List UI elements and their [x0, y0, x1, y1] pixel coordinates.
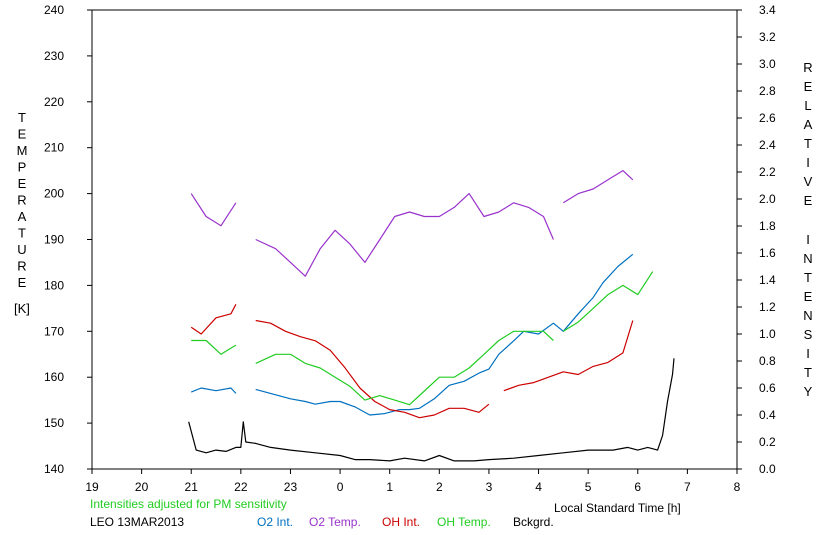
- y-right-title-letter: I: [806, 232, 810, 247]
- y-left-title-letter: P: [18, 160, 27, 175]
- legend: O2 Int. O2 Temp. OH Int. OH Temp. Bckgrd.: [257, 515, 554, 529]
- y-left-tick-label: 230: [44, 49, 64, 63]
- y-right-title-letter: I: [806, 346, 810, 361]
- legend-entry: O2 Int.: [257, 515, 293, 529]
- y-right-title-letter: E: [804, 289, 813, 304]
- y-right-tick-label: 0.0: [759, 462, 776, 476]
- x-tick-label: 19: [85, 480, 99, 494]
- y-right-tick-label: 2.6: [759, 111, 776, 125]
- y-left-title-letter: T: [18, 226, 26, 241]
- x-tick-label: 3: [486, 480, 493, 494]
- y-left-tick-label: 240: [44, 3, 64, 17]
- labels: Local Standard Time [h] Intensities adju…: [14, 60, 813, 529]
- y-left-tick-label: 190: [44, 233, 64, 247]
- y-left-tick-label: 200: [44, 187, 64, 201]
- y-left-title-letter: M: [17, 143, 28, 158]
- x-axis-title: Local Standard Time [h]: [554, 501, 681, 515]
- y-left-title-letter: E: [18, 176, 27, 191]
- y-right-tick-label: 0.6: [759, 381, 776, 395]
- y-right-tick-label: 1.0: [759, 327, 776, 341]
- legend-entry: O2 Temp.: [309, 515, 361, 529]
- x-tick-label: 23: [284, 480, 298, 494]
- sensitivity-note: Intensities adjusted for PM sensitivity: [90, 497, 287, 511]
- y-right-tick-label: 1.4: [759, 273, 776, 287]
- series-o2-int: [190, 253, 634, 416]
- y-left-tick-label: 220: [44, 95, 64, 109]
- y-right-title-letter: I: [806, 155, 810, 170]
- station-date: LEO 13MAR2013: [90, 515, 184, 529]
- x-tick-label: 4: [535, 480, 542, 494]
- y-left-tick-label: 150: [44, 416, 64, 430]
- y-right-tick-label: 2.4: [759, 138, 776, 152]
- x-tick-label: 0: [337, 480, 344, 494]
- y-left-title-letter: A: [18, 209, 27, 224]
- y-right-tick-label: 0.4: [759, 408, 776, 422]
- y-left-title-letter: E: [18, 127, 27, 142]
- y-right-title-letter: E: [804, 79, 813, 94]
- y-right-title-letter: T: [804, 365, 812, 380]
- series-o2-temp: [190, 170, 634, 277]
- y-right-tick-label: 2.8: [759, 84, 776, 98]
- y-left-title-letter: U: [17, 242, 26, 257]
- y-left-title-letter: E: [18, 275, 27, 290]
- y-right-title-letter: R: [803, 60, 812, 75]
- series-oh-temp: [191, 271, 654, 406]
- axes: 19 20 21 22 23 0 1 2 3 4 5 6 7 8140150160170180190200…: [44, 3, 776, 494]
- y-right-title-letter: N: [803, 251, 812, 266]
- x-tick-label: 1: [386, 480, 393, 494]
- y-right-tick-label: 1.2: [759, 300, 776, 314]
- series-bckgrd: [188, 358, 675, 462]
- legend-entry: OH Int.: [382, 515, 420, 529]
- y-left-tick-label: 180: [44, 278, 64, 292]
- y-right-tick-label: 1.8: [759, 219, 776, 233]
- x-tick-label: 20: [135, 480, 149, 494]
- legend-entry: OH Temp.: [437, 515, 491, 529]
- x-tick-label: 8: [734, 480, 741, 494]
- y-right-tick-label: 3.2: [759, 30, 776, 44]
- y-left-tick-label: 210: [44, 141, 64, 155]
- left-unit: [K]: [14, 301, 30, 316]
- x-tick-label: 21: [185, 480, 199, 494]
- y-right-tick-label: 2.0: [759, 192, 776, 206]
- y-left-tick-label: 140: [44, 462, 64, 476]
- y-right-title-letter: A: [804, 117, 813, 132]
- y-right-title-letter: T: [804, 270, 812, 285]
- y-right-title-letter: S: [804, 327, 813, 342]
- x-tick-label: 6: [634, 480, 641, 494]
- y-left-tick-label: 170: [44, 324, 64, 338]
- y-right-title-letter: E: [804, 193, 813, 208]
- y-right-tick-label: 0.8: [759, 354, 776, 368]
- legend-entry: Bckgrd.: [513, 515, 554, 529]
- x-tick-label: 2: [436, 480, 443, 494]
- y-right-tick-label: 3.4: [759, 3, 776, 17]
- y-right-tick-label: 0.2: [759, 435, 776, 449]
- y-right-tick-label: 1.6: [759, 246, 776, 260]
- y-right-tick-label: 2.2: [759, 165, 776, 179]
- y-right-title-letter: Y: [804, 384, 813, 399]
- x-tick-label: 7: [684, 480, 691, 494]
- series-layer: [188, 170, 675, 462]
- y-right-title-letter: N: [803, 308, 812, 323]
- y-right-title-letter: V: [804, 174, 813, 189]
- y-left-tick-label: 160: [44, 370, 64, 384]
- y-right-tick-label: 3.0: [759, 57, 776, 71]
- x-tick-label: 5: [585, 480, 592, 494]
- y-right-title-letter: T: [804, 136, 812, 151]
- y-left-title-letter: R: [17, 193, 26, 208]
- x-tick-label: 22: [234, 480, 248, 494]
- y-left-title-letter: R: [17, 259, 26, 274]
- series-oh-int: [190, 304, 634, 419]
- y-right-title-letter: L: [804, 98, 811, 113]
- y-left-title-letter: T: [18, 110, 26, 125]
